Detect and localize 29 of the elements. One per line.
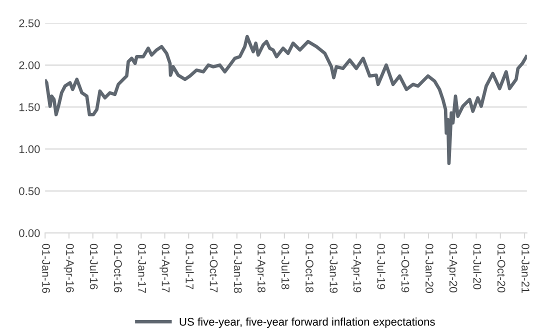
x-tick-label: 01-Apr-17 bbox=[160, 244, 170, 292]
y-tick-label: 1.50 bbox=[19, 103, 40, 112]
x-tick-label: 01-Jan-21 bbox=[522, 244, 530, 293]
y-tick-label: 2.00 bbox=[19, 61, 40, 70]
x-tick-label: 01-Apr-20 bbox=[447, 244, 458, 292]
y-tick-label: 2.50 bbox=[19, 19, 40, 28]
x-tick-label: 01-Jan-17 bbox=[138, 244, 146, 293]
y-tick-label: 0.50 bbox=[19, 187, 40, 196]
x-tick-label: 01-Apr-19 bbox=[351, 244, 362, 292]
x-tick-label: 01-Oct-18 bbox=[306, 244, 314, 292]
x-tick-label: 01-Jul-20 bbox=[473, 244, 482, 290]
x-tick-label: 01-Jan-20 bbox=[426, 244, 434, 293]
x-tick-label: 01-Jan-19 bbox=[330, 244, 338, 293]
y-tick-label: 1.00 bbox=[19, 145, 40, 154]
y-tick-label: 0.00 bbox=[19, 229, 40, 238]
x-tick-label: 01-Jul-16 bbox=[90, 244, 98, 290]
x-tick-label: 01-Jan-18 bbox=[234, 244, 242, 293]
line-series bbox=[45, 34, 527, 165]
x-tick-label: 01-Oct-17 bbox=[210, 244, 218, 292]
x-tick-label: 01-Oct-16 bbox=[114, 244, 122, 292]
x-tick-label: 01-Jan-16 bbox=[42, 244, 50, 293]
x-tick-label: 01-Apr-16 bbox=[64, 244, 74, 292]
x-tick-label: 01-Jul-19 bbox=[377, 244, 386, 290]
legend-label: US five-year, five-year forward inflation expectations bbox=[180, 318, 435, 328]
x-tick-label: 01-Jul-18 bbox=[281, 244, 290, 290]
x-tick-label: 01-Apr-18 bbox=[255, 244, 266, 292]
x-tick-label: 01-Oct-19 bbox=[401, 244, 410, 292]
x-tick-label: 01-Oct-20 bbox=[497, 244, 506, 292]
x-tick-label: 01-Jul-17 bbox=[186, 244, 194, 290]
